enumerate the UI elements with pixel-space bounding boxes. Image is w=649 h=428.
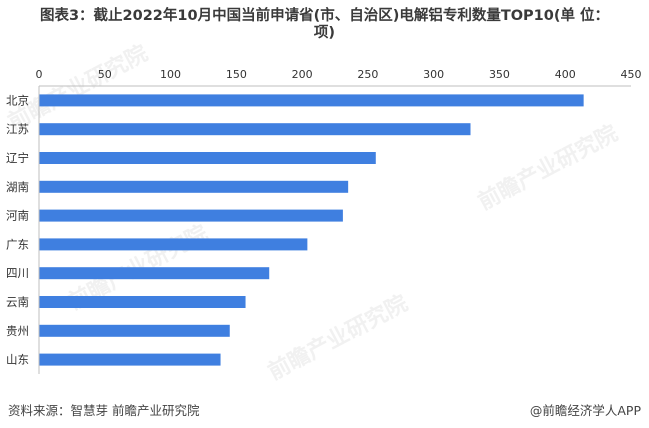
x-tick-label: 50 — [98, 68, 112, 81]
x-tick-label: 150 — [226, 68, 247, 81]
source-note: 资料来源：智慧芽 前瞻产业研究院 — [8, 403, 200, 418]
bar — [39, 94, 584, 107]
y-category-label: 江苏 — [6, 122, 29, 136]
bar — [39, 296, 246, 308]
chart-title-line1: 图表3：截止2022年10月中国当前申请省(市、自治区)电解铝专利数量TOP10… — [39, 8, 610, 24]
y-category-label: 湖南 — [6, 180, 29, 194]
chart-title: 图表3：截止2022年10月中国当前申请省(市、自治区)电解铝专利数量TOP10… — [0, 8, 649, 42]
y-category-label: 四川 — [6, 266, 29, 280]
x-tick-label: 300 — [423, 68, 444, 81]
y-category-label: 云南 — [6, 295, 29, 309]
y-category-label: 河南 — [6, 209, 29, 223]
x-tick-label: 350 — [489, 68, 510, 81]
bar — [39, 209, 343, 222]
chart-title-line2: 项) — [313, 25, 336, 41]
x-tick-label: 100 — [160, 68, 181, 81]
y-category-label: 北京 — [6, 93, 29, 107]
x-tick-label: 400 — [555, 68, 576, 81]
y-category-label: 广东 — [6, 237, 29, 251]
x-tick-label: 200 — [292, 68, 313, 81]
bar — [39, 123, 471, 136]
bar — [39, 267, 270, 280]
bar — [39, 324, 230, 337]
y-category-label: 贵州 — [6, 324, 29, 338]
y-category-label: 辽宁 — [6, 151, 29, 165]
brand-label: @前瞻经济学人APP — [529, 403, 641, 418]
bar — [39, 238, 308, 251]
bar — [39, 152, 376, 164]
bar — [39, 353, 221, 366]
x-tick-label: 0 — [36, 68, 43, 81]
x-tick-label: 450 — [621, 68, 642, 81]
y-category-label: 山东 — [6, 353, 29, 367]
bar — [39, 180, 349, 193]
x-tick-label: 250 — [357, 68, 378, 81]
